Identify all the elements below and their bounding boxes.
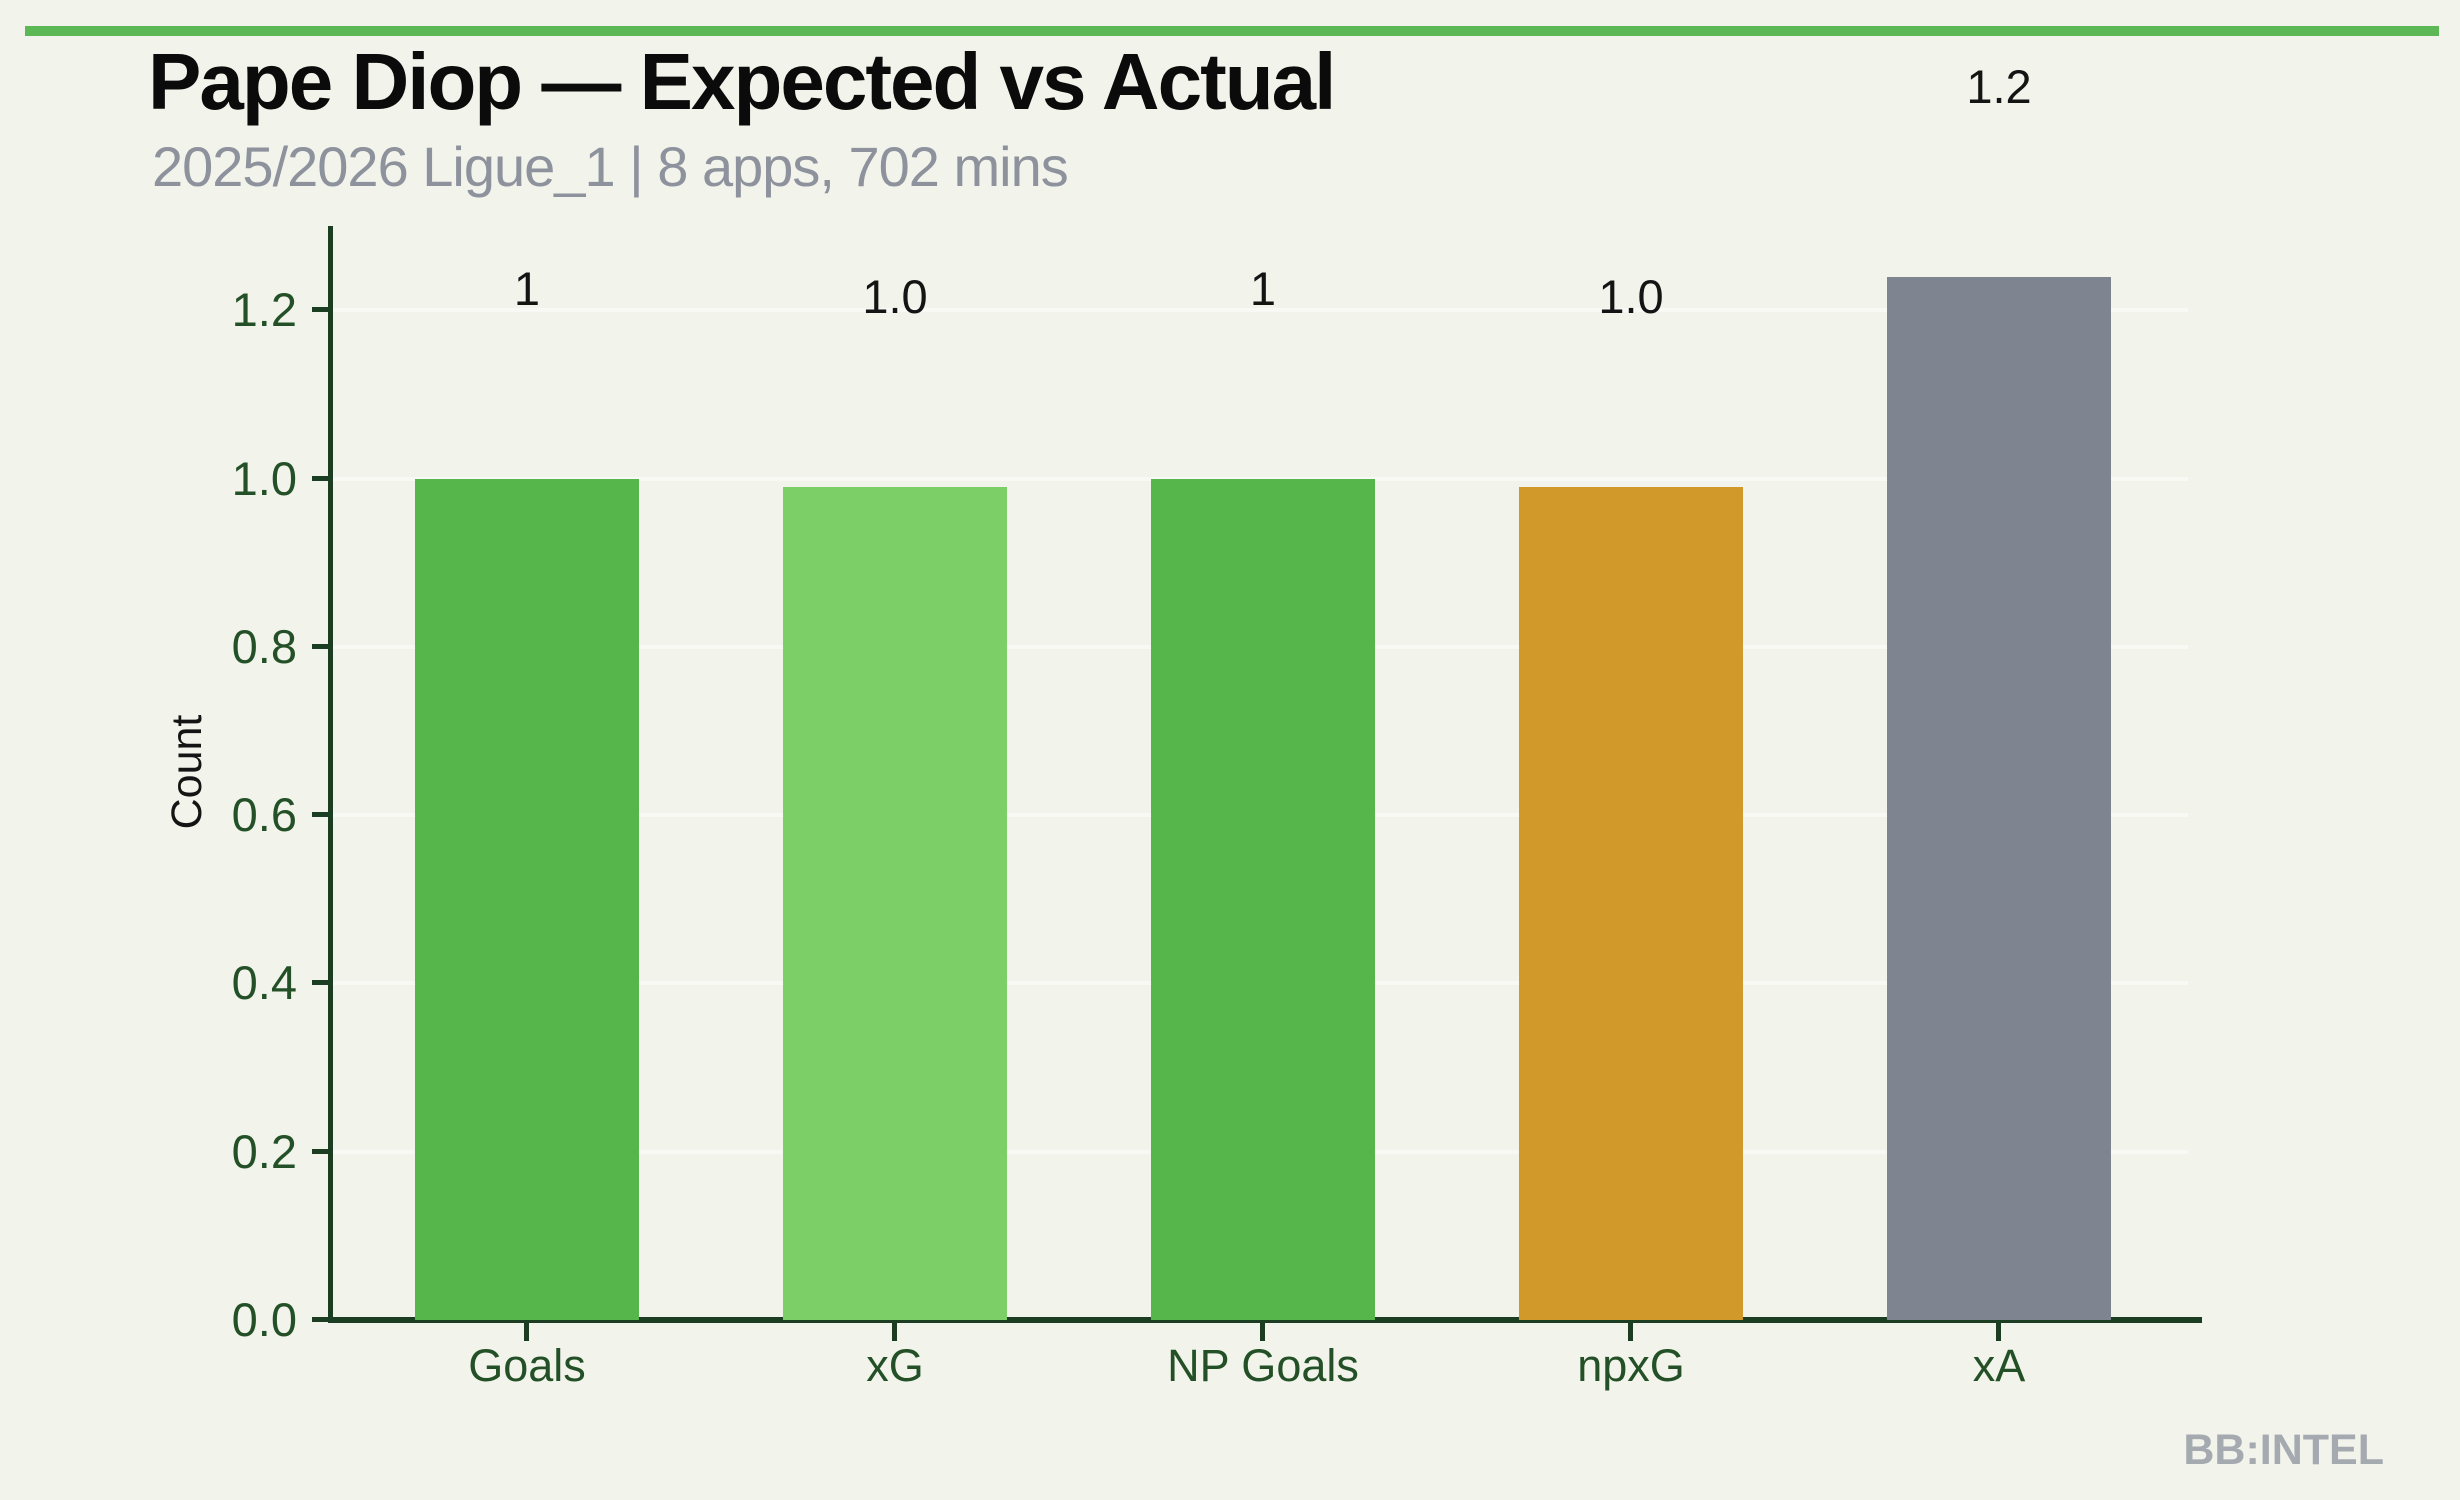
chart-title: Pape Diop — Expected vs Actual (148, 37, 1336, 126)
watermark: BB:INTEL (2183, 1426, 2384, 1474)
y-tick-label: 1.0 (231, 451, 297, 505)
bar-np-goals (1151, 478, 1375, 1320)
chart-subtitle: 2025/2026 Ligue_1 | 8 apps, 702 mins (152, 135, 1069, 198)
y-tick-mark (312, 980, 328, 986)
bar-goals (415, 478, 639, 1320)
x-tick-label-xa: xA (1972, 1340, 2026, 1391)
bar-value-label-goals: 1 (513, 261, 541, 315)
y-tick-mark (312, 307, 328, 313)
y-tick-label: 0.8 (231, 619, 297, 673)
x-tick-mark-goals (524, 1323, 529, 1341)
plot-area: 0.0 0.2 0.4 0.6 0.8 1.0 1.2 1 Goals 1.0 xG 1 NP Goal… (232, 60, 2202, 1391)
y-axis-line (328, 226, 333, 1323)
y-tick-label: 0.4 (231, 956, 297, 1010)
y-tick-label: 0.2 (231, 1124, 297, 1178)
x-tick-label-xg: xG (866, 1340, 924, 1391)
y-tick-label: 1.2 (231, 283, 297, 337)
top-accent-bar (25, 26, 2439, 36)
bar-value-label-np-goals: 1 (1249, 261, 1277, 315)
x-tick-mark-np-goals (1260, 1323, 1265, 1341)
x-axis-line (328, 1317, 2202, 1323)
x-tick-mark-xg (892, 1323, 897, 1341)
bar-value-label-npxg: 1.0 (1598, 269, 1664, 323)
x-tick-mark-npxg (1628, 1323, 1633, 1341)
bar-xg (783, 486, 1007, 1320)
bar-value-label-xa: 1.2 (1966, 59, 2032, 113)
x-tick-label-npxg: npxG (1577, 1340, 1685, 1391)
bar-xa (1887, 276, 2111, 1320)
bar-value-label-xg: 1.0 (862, 269, 928, 323)
y-tick-label: 0.6 (231, 788, 297, 842)
bar-npxg (1519, 486, 1743, 1320)
gridline (333, 308, 2188, 313)
x-tick-mark-xa (1996, 1323, 2001, 1341)
y-tick-mark (312, 1317, 328, 1322)
y-tick-mark (312, 812, 328, 818)
y-tick-label: 0.0 (231, 1293, 297, 1346)
y-tick-mark (312, 1148, 328, 1154)
y-tick-mark (312, 475, 328, 481)
x-tick-label-goals: Goals (468, 1340, 586, 1391)
y-tick-mark (312, 643, 328, 649)
x-tick-label-np-goals: NP Goals (1167, 1340, 1359, 1391)
